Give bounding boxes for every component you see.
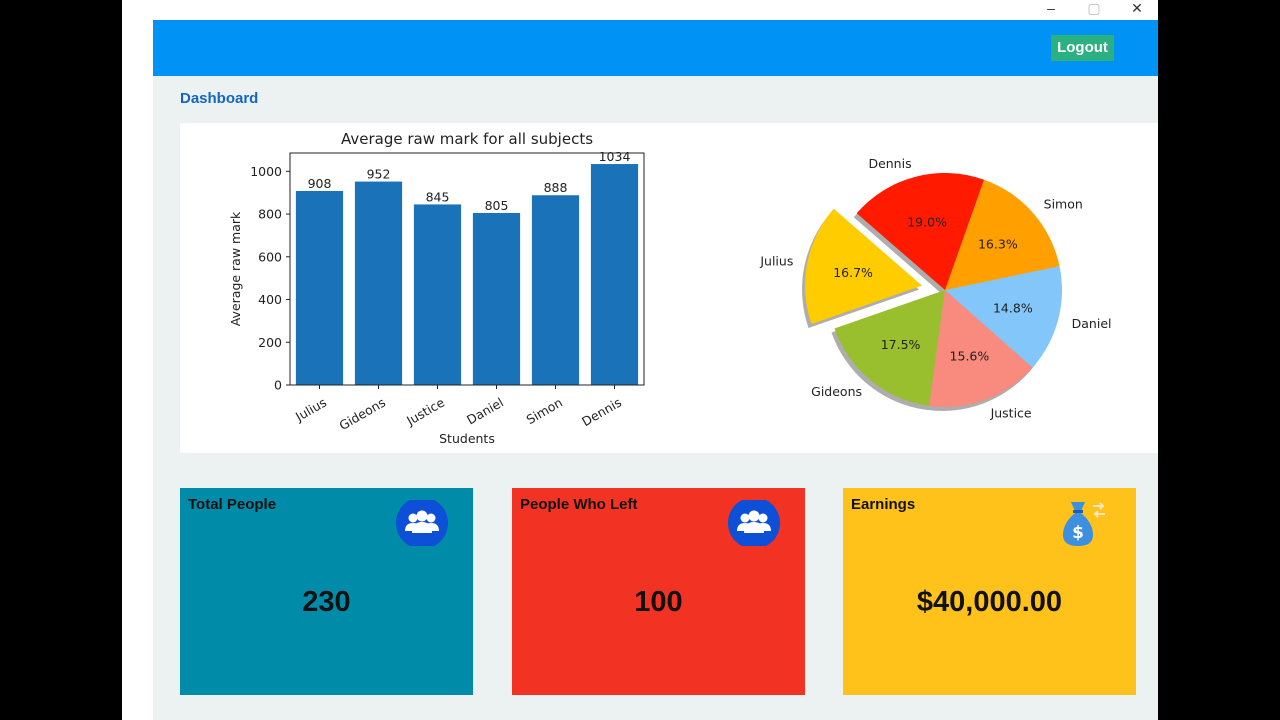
svg-text:$: $ — [1072, 523, 1084, 543]
pie-label: Gideons — [811, 384, 862, 399]
page-title: Dashboard — [180, 90, 259, 107]
bar-justice — [413, 204, 462, 385]
y-tick-label: 200 — [258, 335, 282, 350]
card-title: Total People — [188, 496, 277, 513]
pie-percent-label: 14.8% — [993, 301, 1033, 316]
bar-gideons — [354, 181, 403, 385]
pie-percent-label: 16.3% — [978, 236, 1018, 251]
y-tick-label: 800 — [258, 207, 282, 222]
x-tick-label: Simon — [524, 395, 565, 428]
maximize-button[interactable]: ▢ — [1087, 0, 1101, 16]
bar-data-label: 888 — [544, 180, 568, 195]
pie-percent-label: 16.7% — [833, 265, 873, 280]
pie-slice-daniel — [945, 266, 1062, 368]
bar-dennis — [590, 164, 639, 385]
pie-percent-label: 15.6% — [950, 348, 990, 363]
pie-slice-justice — [929, 290, 1033, 407]
main-content: Dashboard Average raw mark for all subje… — [153, 76, 1158, 720]
x-axis-label: Students — [439, 431, 495, 446]
plot-frame — [289, 152, 645, 386]
bar-julius — [295, 190, 344, 385]
pie-label: Justice — [990, 405, 1032, 420]
charts-panel: Average raw mark for all subjects 908 Juli… — [180, 123, 1158, 453]
pie-label: Dennis — [868, 156, 911, 171]
x-tick-label: Julius — [292, 395, 329, 425]
x-tick-label: Daniel — [464, 395, 506, 428]
card-title: People Who Left — [520, 496, 638, 513]
x-tick-label: Justice — [403, 394, 447, 428]
y-tick-label: 400 — [258, 292, 282, 307]
card-earnings: Earnings $ $40,000.00 — [843, 488, 1136, 695]
users-icon — [728, 500, 780, 546]
pie-slice-julius — [805, 208, 923, 325]
y-tick-label: 0 — [274, 378, 282, 393]
top-header: Logout — [153, 20, 1158, 76]
bar-data-label: 1034 — [599, 149, 631, 164]
pie-percent-label: 19.0% — [907, 215, 947, 230]
close-button[interactable]: ✕ — [1131, 0, 1143, 16]
card-people-who-left: People Who Left 100 — [512, 488, 805, 695]
bar-data-label: 805 — [485, 198, 509, 213]
y-tick-label: 1000 — [250, 164, 282, 179]
pie-label: Simon — [1044, 196, 1083, 211]
y-tick-label: 600 — [258, 249, 282, 264]
bar-simon — [531, 195, 580, 385]
money-bag-icon: $ — [1063, 502, 1105, 546]
bar-data-label: 845 — [426, 189, 450, 204]
card-title: Earnings — [851, 496, 916, 513]
minimize-button[interactable]: – — [1047, 0, 1055, 16]
chart-title: Average raw mark for all subjects — [341, 130, 593, 148]
bar-data-label: 952 — [367, 167, 391, 182]
card-value: 230 — [302, 586, 351, 618]
users-icon — [396, 500, 448, 546]
card-total-people: Total People 230 — [180, 488, 473, 695]
card-value: $40,000.00 — [916, 586, 1063, 618]
x-tick-label: Dennis — [579, 395, 624, 430]
charts-svg: Average raw mark for all subjects 908 Juli… — [228, 130, 1112, 446]
y-axis-label: Average raw mark — [228, 211, 243, 326]
pie-slice-gideons — [834, 290, 945, 406]
pie-slice-dennis — [856, 173, 984, 290]
pie-label: Julius — [759, 253, 793, 268]
pie-slice-simon — [945, 179, 1060, 290]
pie-label: Daniel — [1072, 316, 1112, 331]
bar-daniel — [472, 212, 521, 385]
bar-data-label: 908 — [308, 176, 332, 191]
card-value: 100 — [634, 586, 683, 618]
logout-button[interactable]: Logout — [1051, 35, 1114, 61]
x-tick-label: Gideons — [336, 395, 388, 433]
pie-percent-label: 17.5% — [881, 337, 921, 352]
